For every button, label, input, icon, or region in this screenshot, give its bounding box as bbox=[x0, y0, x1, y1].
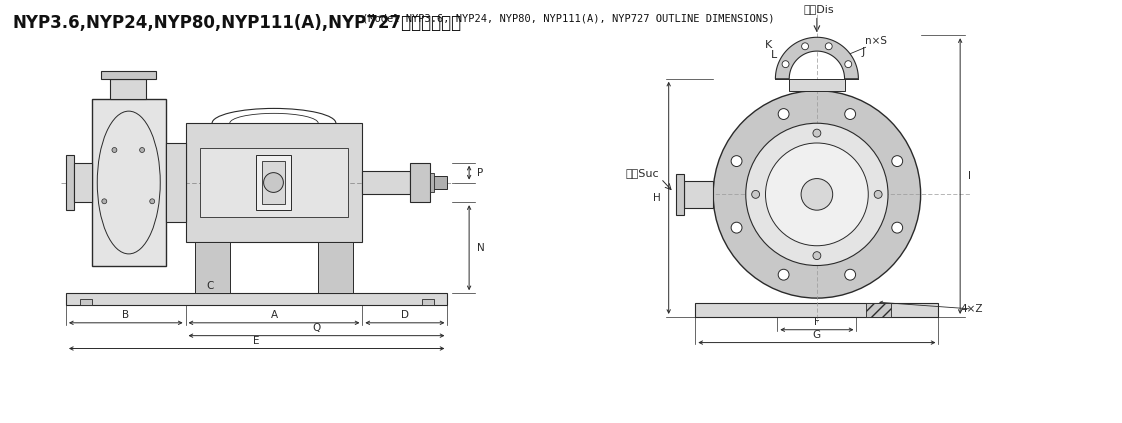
Bar bbox=[166, 143, 185, 222]
Text: I: I bbox=[968, 171, 971, 181]
Bar bbox=[66, 155, 74, 210]
Bar bbox=[430, 173, 433, 192]
Circle shape bbox=[779, 269, 789, 280]
Text: D: D bbox=[401, 310, 408, 320]
Bar bbox=[866, 303, 891, 317]
Text: n×S: n×S bbox=[865, 36, 888, 46]
Circle shape bbox=[874, 190, 882, 198]
Bar bbox=[410, 163, 430, 202]
Circle shape bbox=[813, 129, 821, 137]
Circle shape bbox=[732, 222, 742, 233]
Text: K: K bbox=[765, 40, 772, 50]
Bar bbox=[675, 173, 684, 215]
Text: H: H bbox=[653, 193, 661, 203]
Text: 出口Dis: 出口Dis bbox=[803, 3, 834, 14]
Text: L: L bbox=[771, 50, 778, 60]
Bar bbox=[256, 155, 292, 210]
Circle shape bbox=[845, 109, 856, 119]
Bar bbox=[74, 163, 92, 202]
Text: G: G bbox=[812, 330, 821, 340]
Text: 进口Suc: 进口Suc bbox=[625, 168, 659, 178]
Text: (Model NYP3.6, NYP24, NYP80, NYP111(A), NYP727 OUTLINE DIMENSIONS): (Model NYP3.6, NYP24, NYP80, NYP111(A), … bbox=[362, 14, 775, 24]
Bar bbox=[66, 293, 448, 305]
Circle shape bbox=[765, 143, 868, 246]
Text: B: B bbox=[122, 310, 129, 320]
Bar bbox=[696, 303, 938, 317]
Text: 4×Z: 4×Z bbox=[960, 304, 983, 314]
Bar bbox=[422, 299, 433, 305]
Bar bbox=[92, 99, 166, 266]
Circle shape bbox=[892, 222, 903, 233]
Bar bbox=[789, 79, 845, 91]
Text: NYP3.6,NYP24,NYP80,NYP111(A),NYP727泵头外形尺寸: NYP3.6,NYP24,NYP80,NYP111(A),NYP727泵头外形尺… bbox=[12, 14, 462, 32]
Circle shape bbox=[782, 61, 789, 68]
Text: J: J bbox=[862, 47, 865, 57]
Bar bbox=[261, 161, 285, 204]
Circle shape bbox=[746, 123, 888, 266]
Bar bbox=[201, 148, 348, 217]
Bar bbox=[101, 71, 156, 79]
Circle shape bbox=[732, 156, 742, 167]
Circle shape bbox=[264, 173, 284, 192]
Circle shape bbox=[801, 179, 833, 210]
Text: E: E bbox=[254, 335, 260, 346]
Circle shape bbox=[813, 252, 821, 260]
Text: N: N bbox=[477, 243, 485, 253]
Bar bbox=[430, 176, 448, 190]
Text: C: C bbox=[206, 281, 214, 291]
Circle shape bbox=[779, 109, 789, 119]
Polygon shape bbox=[775, 37, 858, 79]
Circle shape bbox=[845, 61, 852, 68]
Circle shape bbox=[801, 43, 809, 50]
Bar bbox=[185, 123, 362, 242]
Bar bbox=[110, 79, 146, 99]
Text: F: F bbox=[813, 317, 820, 327]
Bar bbox=[362, 170, 410, 195]
Circle shape bbox=[102, 199, 107, 204]
Bar bbox=[318, 242, 352, 293]
Circle shape bbox=[845, 269, 856, 280]
Circle shape bbox=[112, 148, 117, 152]
Circle shape bbox=[139, 148, 145, 152]
Circle shape bbox=[892, 156, 903, 167]
Circle shape bbox=[714, 91, 921, 298]
Circle shape bbox=[149, 199, 155, 204]
Bar bbox=[683, 181, 714, 208]
Text: Q: Q bbox=[312, 323, 321, 333]
Text: P: P bbox=[477, 168, 484, 178]
Bar bbox=[80, 299, 92, 305]
Circle shape bbox=[826, 43, 833, 50]
Bar bbox=[195, 242, 230, 293]
Circle shape bbox=[752, 190, 760, 198]
Text: A: A bbox=[270, 310, 277, 320]
